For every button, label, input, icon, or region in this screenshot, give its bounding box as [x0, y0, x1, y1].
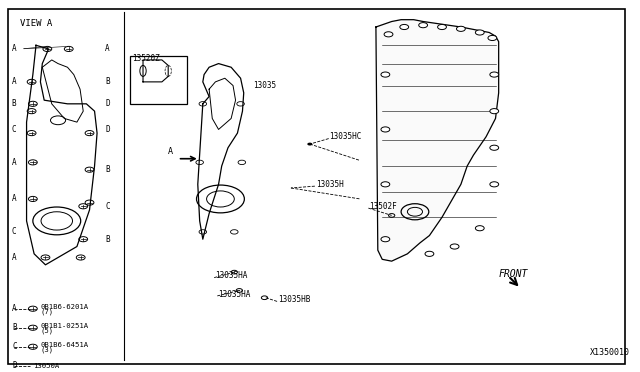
Circle shape	[307, 142, 312, 145]
Circle shape	[438, 25, 447, 29]
Bar	[131, 56, 187, 104]
Text: A: A	[12, 77, 16, 86]
Text: D: D	[105, 125, 110, 134]
Text: C: C	[105, 202, 110, 211]
Text: 0B1B6-6451A: 0B1B6-6451A	[40, 342, 88, 348]
Text: FRONT: FRONT	[499, 269, 528, 279]
Text: 13035H: 13035H	[316, 180, 344, 189]
Circle shape	[490, 145, 499, 150]
Text: X1350010: X1350010	[590, 348, 630, 357]
Text: B: B	[12, 323, 17, 332]
Text: B: B	[105, 77, 110, 86]
Circle shape	[381, 182, 390, 187]
Text: B: B	[105, 165, 110, 174]
Circle shape	[490, 182, 499, 187]
Text: A: A	[168, 147, 173, 156]
Circle shape	[381, 127, 390, 132]
Text: D: D	[12, 361, 17, 370]
Text: B: B	[12, 99, 16, 108]
Circle shape	[400, 25, 409, 29]
Circle shape	[488, 35, 497, 41]
Text: C: C	[12, 227, 16, 236]
Text: C: C	[12, 342, 17, 351]
Circle shape	[381, 237, 390, 242]
Text: (5): (5)	[40, 327, 54, 334]
Circle shape	[476, 226, 484, 231]
Text: C: C	[12, 125, 16, 134]
Text: 0B1B6-6201A: 0B1B6-6201A	[40, 304, 88, 310]
Circle shape	[381, 72, 390, 77]
Text: B: B	[105, 235, 110, 244]
Circle shape	[490, 72, 499, 77]
Polygon shape	[376, 20, 499, 261]
Text: A: A	[105, 44, 110, 54]
Text: 13035HB: 13035HB	[278, 295, 311, 304]
Text: 13050A: 13050A	[33, 363, 59, 369]
Text: A: A	[12, 304, 17, 313]
Text: A: A	[12, 195, 16, 203]
Circle shape	[456, 26, 465, 31]
Circle shape	[450, 244, 459, 249]
Text: A: A	[12, 158, 16, 167]
Text: (7): (7)	[40, 308, 54, 315]
Text: VIEW A: VIEW A	[20, 19, 52, 28]
Text: A: A	[12, 253, 16, 262]
Text: D: D	[105, 99, 110, 108]
Text: (3): (3)	[40, 346, 54, 353]
Text: 13035: 13035	[253, 81, 276, 90]
Text: 13035HC: 13035HC	[329, 132, 361, 141]
Circle shape	[490, 109, 499, 114]
Text: 13035HA: 13035HA	[216, 271, 248, 280]
Text: 13035HA: 13035HA	[218, 289, 251, 299]
Text: 13520Z: 13520Z	[132, 54, 159, 62]
Circle shape	[425, 251, 434, 256]
Text: 0B1B1-0251A: 0B1B1-0251A	[40, 323, 88, 329]
Circle shape	[419, 23, 428, 28]
Circle shape	[384, 32, 393, 37]
Circle shape	[476, 30, 484, 35]
Text: 13502F: 13502F	[370, 202, 397, 211]
Text: A: A	[12, 44, 16, 54]
